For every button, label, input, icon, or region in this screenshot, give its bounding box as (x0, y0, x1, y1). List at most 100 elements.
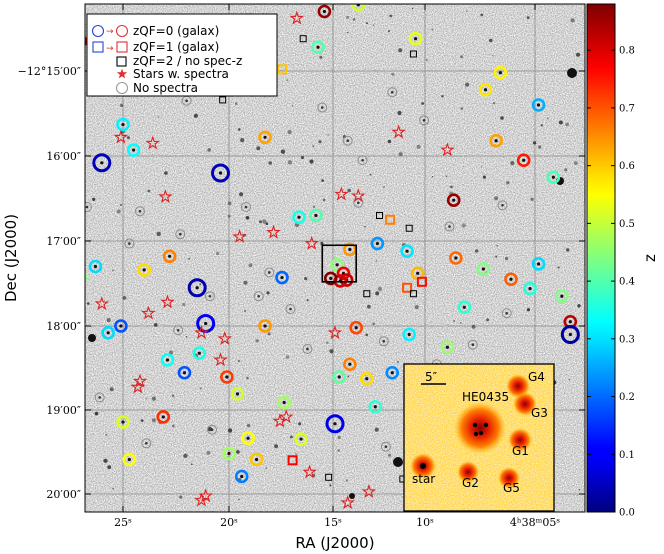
y-tick-label: −12°15′00″ (18, 65, 81, 78)
background-source (193, 113, 198, 118)
galaxy-core (337, 375, 341, 379)
star-with-spectrum-marker (266, 224, 281, 239)
y-tick-labels: −12°15′00″ 16′00″ 17′00″ 18′00″ 19′00″ 2… (18, 65, 81, 501)
galaxy-core (127, 457, 131, 462)
background-source (107, 465, 112, 470)
x-tick-label: 25ˢ (114, 516, 132, 529)
background-source (327, 134, 329, 136)
inset-frame (403, 363, 555, 512)
background-source (171, 394, 175, 398)
background-source (530, 197, 534, 201)
background-source (265, 467, 268, 470)
no-specz-marker (299, 35, 307, 43)
galaxy-zqf0-marker (325, 414, 345, 434)
background-source (566, 248, 570, 252)
legend-star-icon (116, 68, 128, 79)
no-spectra-core (185, 99, 188, 103)
background-source (171, 424, 175, 428)
galaxy-zqf0-marker (476, 262, 491, 276)
background-source (495, 255, 498, 258)
background-source (396, 360, 400, 364)
no-spectra-marker (378, 336, 389, 347)
galaxy-zqf0-marker (222, 446, 236, 461)
no-spectra-marker (317, 102, 328, 113)
background-source (347, 31, 349, 34)
colorbar-tick-label: 0.1 (619, 450, 635, 461)
no-spectra-core (320, 106, 324, 109)
lensed-image (472, 422, 478, 428)
no-spectra-core (448, 225, 451, 228)
galaxy-core (299, 437, 303, 441)
background-source (244, 310, 247, 312)
inset-label-he0435: HE0435 (462, 390, 509, 404)
no-spectra-core (471, 343, 475, 347)
background-source (153, 323, 158, 327)
background-source (295, 453, 297, 456)
galaxy-zqf0-marker (192, 346, 207, 361)
background-source (169, 350, 174, 355)
inset-source-g2 (457, 461, 479, 483)
inset-source-g1 (508, 428, 532, 452)
background-source (300, 155, 305, 160)
background-source (147, 189, 151, 193)
no-spectra-core (346, 139, 350, 142)
galaxy-zqf0-marker (370, 236, 385, 251)
legend-blue-circle-icon (91, 24, 105, 38)
galaxy-zqf0-marker (234, 469, 249, 484)
galaxy-core (509, 277, 513, 281)
galaxy-core (568, 320, 572, 324)
no-specz-marker (376, 212, 384, 219)
x-tick-label: 20ˢ (220, 516, 238, 529)
galaxy-core (132, 148, 136, 152)
background-source (87, 302, 90, 305)
no-specz-marker (219, 96, 227, 104)
galaxy-core (168, 254, 172, 258)
background-source (450, 185, 453, 189)
colorbar-tick-label: 0.3 (619, 334, 635, 345)
galaxy-core (494, 139, 498, 143)
no-spectra-core (85, 205, 89, 209)
background-source (112, 269, 114, 272)
galaxy-zqf0-marker (162, 249, 177, 264)
colorbar-tick-label: 0.4 (619, 277, 635, 288)
inset-label-g3: G3 (531, 406, 548, 420)
background-source (157, 116, 160, 118)
galaxy-zqf0-marker (85, 36, 88, 47)
background-source (280, 149, 286, 154)
background-source (482, 175, 486, 179)
galaxy-core (142, 268, 146, 272)
galaxy-zqf1-marker (416, 276, 427, 287)
plot-frame (84, 3, 586, 513)
background-source (103, 458, 108, 463)
background-source (526, 16, 530, 20)
star-with-spectrum-marker (232, 228, 247, 243)
background-source (578, 489, 581, 491)
background-source (416, 144, 421, 149)
background-source (568, 379, 571, 381)
colorbar-tick-label: 0.7 (619, 103, 635, 114)
no-spectra-marker (207, 424, 218, 435)
galaxy-core (536, 262, 541, 266)
background-source (540, 124, 543, 127)
background-source (564, 168, 568, 172)
background-source (285, 355, 290, 359)
background-source (365, 333, 369, 337)
background-source (126, 136, 130, 140)
background-source (453, 320, 456, 322)
no-spectra-core (505, 311, 509, 315)
background-source (286, 79, 289, 81)
galaxy-core (462, 305, 466, 309)
no-spectra-core (138, 209, 142, 213)
background-source (377, 286, 383, 291)
x-axis-label: RA (J2000) (295, 534, 374, 552)
background-source (246, 376, 249, 380)
galaxy-zqf0-marker (249, 452, 264, 467)
galaxy-zqf0-marker (330, 257, 344, 272)
galaxy-core (329, 276, 333, 280)
no-spectra-core (501, 204, 504, 207)
background-source (576, 52, 580, 57)
galaxy-zqf0-marker (408, 31, 423, 46)
galaxy-core (195, 286, 199, 290)
star-with-spectrum-marker (141, 305, 156, 320)
galaxy-core (405, 249, 409, 253)
